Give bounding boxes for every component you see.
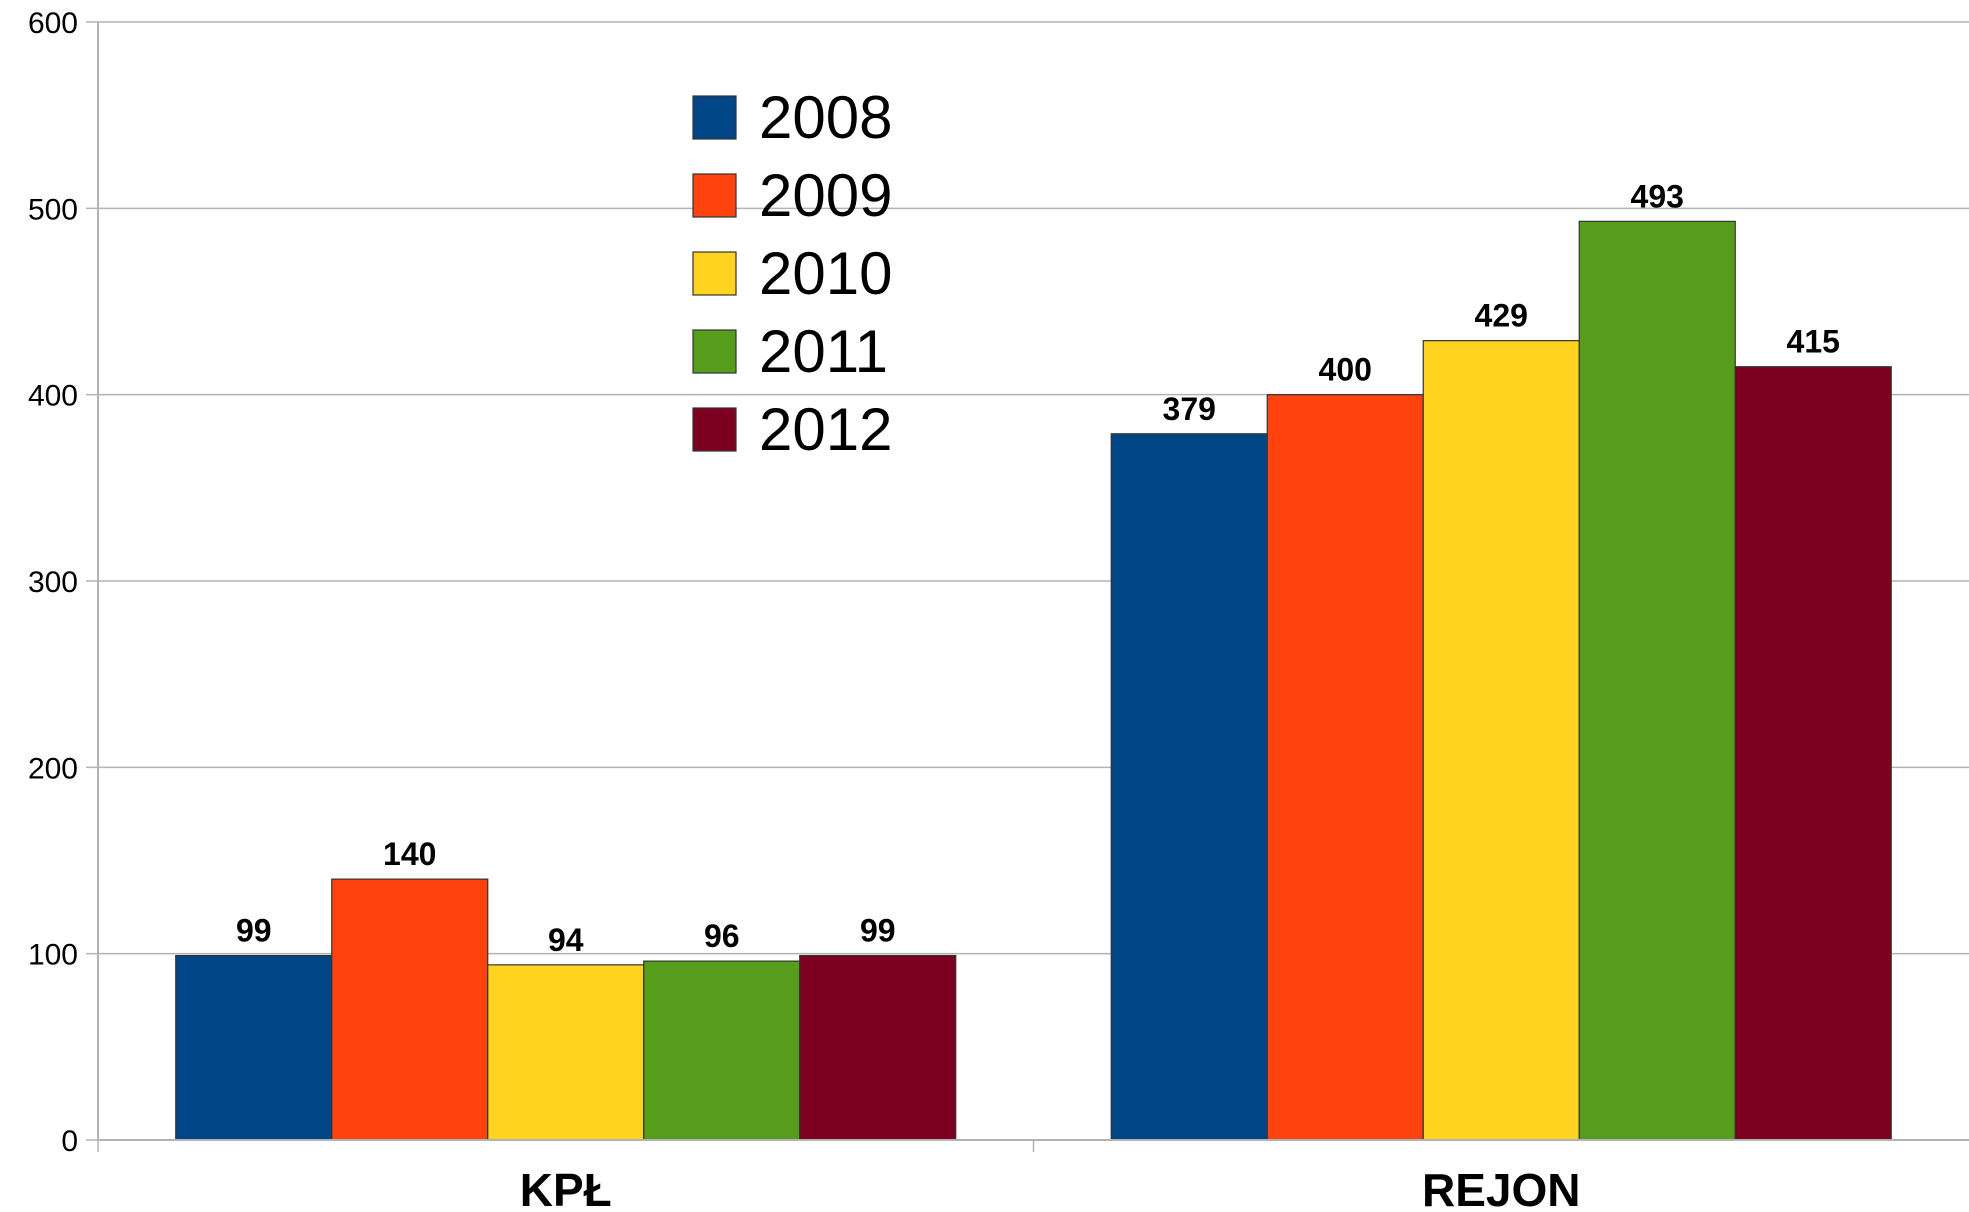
- data-label: 99: [860, 913, 896, 949]
- data-label: 415: [1787, 324, 1840, 360]
- bar: [1111, 434, 1267, 1140]
- y-tick-label: 200: [28, 752, 78, 785]
- legend-label: 2009: [759, 162, 892, 229]
- y-axis: 0 100 200 300 400 500 600: [28, 7, 98, 1158]
- legend-swatch: [693, 96, 736, 139]
- bar: [1423, 341, 1579, 1140]
- bar: [644, 961, 800, 1140]
- y-tick-label: 300: [28, 566, 78, 599]
- y-tick-label: 100: [28, 939, 78, 972]
- bar: [332, 879, 488, 1140]
- legend: 2008 2009 2010 2011 2012: [693, 84, 892, 463]
- x-tick-label: REJON: [1422, 1164, 1580, 1212]
- y-tick-label: 400: [28, 380, 78, 413]
- legend-label: 2008: [759, 84, 892, 151]
- data-label: 400: [1319, 352, 1372, 388]
- x-axis: KPŁ REJON: [98, 1140, 1969, 1212]
- y-tick-label: 0: [61, 1125, 78, 1158]
- data-label: 493: [1631, 178, 1684, 214]
- legend-swatch: [693, 174, 736, 217]
- legend-label: 2011: [759, 318, 888, 385]
- legend-swatch: [693, 330, 736, 373]
- legend-swatch: [693, 408, 736, 451]
- data-label: 94: [548, 922, 584, 958]
- y-tick-label: 600: [28, 7, 78, 40]
- data-label: 96: [704, 918, 740, 954]
- bar: [1735, 367, 1891, 1140]
- legend-label: 2010: [759, 240, 892, 307]
- data-label: 429: [1475, 298, 1528, 334]
- data-label: 99: [236, 913, 272, 949]
- data-label: 379: [1163, 391, 1216, 427]
- legend-swatch: [693, 252, 736, 295]
- data-label: 140: [383, 836, 436, 872]
- bar: [1267, 395, 1423, 1140]
- bar: [800, 956, 956, 1140]
- bars: [176, 221, 1892, 1140]
- x-tick-label: KPŁ: [520, 1164, 612, 1212]
- bar: [1579, 221, 1735, 1140]
- bar: [176, 956, 332, 1140]
- legend-label: 2012: [759, 396, 892, 463]
- bar: [488, 965, 644, 1140]
- y-tick-label: 500: [28, 193, 78, 226]
